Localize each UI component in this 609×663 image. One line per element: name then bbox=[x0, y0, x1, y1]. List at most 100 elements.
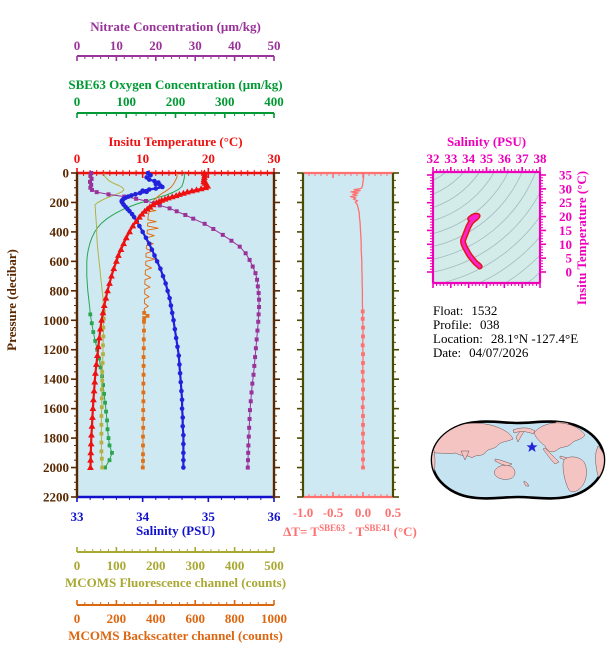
temperature-axis-title: Insitu Temperature (°C) bbox=[108, 134, 242, 149]
metadata-float-value: 1532 bbox=[471, 303, 497, 318]
ts-temperature-axis-right-tick-label: 15 bbox=[559, 223, 573, 238]
metadata-location-value: 28.1°N -127.4°E bbox=[491, 331, 578, 346]
metadata-date: Date: 04/07/2026 bbox=[433, 345, 529, 360]
pressure-axis-left-tick-label: 1000 bbox=[43, 313, 69, 328]
temperature-axis-tick-label: 0 bbox=[74, 151, 81, 166]
delta-t-axis-bottom-tick-label: 0.5 bbox=[385, 505, 402, 520]
temperature-axis-tick-label: 10 bbox=[136, 151, 149, 166]
landmass-australia bbox=[494, 465, 516, 480]
ts-temperature-axis-right-tick-label: 0 bbox=[566, 265, 573, 280]
pressure-axis-left-tick-label: 200 bbox=[50, 195, 70, 210]
landmass-alaska-chain bbox=[512, 427, 536, 435]
ts-temperature-axis-right-tick-label: 30 bbox=[559, 181, 572, 196]
oxygen-axis-tick-label: 400 bbox=[264, 94, 284, 109]
salinity-axis-tick-label: 33 bbox=[71, 509, 85, 524]
backscatter-axis-tick-label: 0 bbox=[74, 611, 81, 626]
nitrate-axis-tick-label: 50 bbox=[268, 38, 281, 53]
delta-t-axis-title: ΔT= TSBE63 - TSBE41 (°C) bbox=[283, 523, 417, 539]
fluorescence-axis-tick-label: 300 bbox=[185, 558, 205, 573]
series-temperature bbox=[87, 169, 212, 470]
pressure-axis-left: 0 200 400 600 800 1000 1200 1400 1600 1800 2000 220… bbox=[43, 166, 79, 505]
delta-t-axis-bottom: -1.0 -0.5 0.0 0.5 bbox=[293, 492, 402, 520]
fluorescence-axis-tick-label: 400 bbox=[225, 558, 245, 573]
backscatter-axis-title: MCOMS Backscatter channel (counts) bbox=[68, 628, 283, 643]
pressure-axis-right bbox=[272, 172, 280, 498]
delta-t-title-sup1: SBE63 bbox=[319, 523, 346, 533]
ts-salinity-axis-top-tick-label: 33 bbox=[444, 151, 458, 166]
salinity-axis-title: Salinity (PSU) bbox=[136, 523, 215, 538]
pressure-axis-left-tick-label: 0 bbox=[63, 166, 70, 181]
oxygen-axis-tick-label: 100 bbox=[117, 94, 137, 109]
metadata-location: Location: 28.1°N -127.4°E bbox=[433, 331, 578, 346]
ts-temperature-axis-right-tick-label: 10 bbox=[559, 237, 572, 252]
delta-t-axis-bottom-tick-label: 0.0 bbox=[355, 505, 371, 520]
fluorescence-axis-tick-label: 100 bbox=[107, 558, 127, 573]
fluorescence-axis-title: MCOMS Fluorescence channel (counts) bbox=[65, 575, 286, 590]
backscatter-axis-tick-label: 1000 bbox=[261, 611, 287, 626]
ts-salinity-axis-title: Salinity (PSU) bbox=[447, 134, 526, 149]
backscatter-axis: 0 200 400 600 800 1000 bbox=[74, 600, 287, 626]
metadata-location-label: Location: bbox=[433, 331, 483, 346]
salinity-axis: 33 34 35 36 bbox=[71, 495, 282, 524]
pressure-axis-left-tick-label: 400 bbox=[50, 224, 70, 239]
metadata-profile-value: 038 bbox=[480, 317, 500, 332]
oxygen-axis-title: SBE63 Oxygen Concentration (μm/kg) bbox=[68, 77, 282, 92]
oxygen-axis-tick-label: 200 bbox=[166, 94, 186, 109]
landmass-eurasia bbox=[432, 423, 514, 459]
pressure-axis-left-tick-label: 1800 bbox=[43, 431, 69, 446]
nitrate-axis-title: Nitrate Concentration (μm/kg) bbox=[90, 19, 261, 34]
metadata-float-label: Float: bbox=[433, 303, 463, 318]
nitrate-axis-tick-label: 40 bbox=[228, 38, 241, 53]
delta-t-title-sup2: SBE41 bbox=[364, 523, 391, 533]
landmass-indonesia bbox=[494, 458, 513, 467]
oxygen-axis-tick-label: 300 bbox=[215, 94, 235, 109]
ts-salinity-axis-top-tick-label: 38 bbox=[534, 151, 548, 166]
series-delta-t bbox=[349, 173, 365, 470]
delta-pressure-axis-right bbox=[391, 172, 399, 498]
ts-salinity-axis-top-tick-label: 37 bbox=[516, 151, 530, 166]
temperature-axis-tick-label: 30 bbox=[268, 151, 281, 166]
landmass-south-america bbox=[562, 456, 587, 493]
delta-t-title-prefix: ΔT= T bbox=[283, 524, 319, 539]
ts-salinity-axis-top: 32 33 34 35 36 37 38 bbox=[427, 151, 548, 174]
delta-t-axis-bottom-tick-label: -0.5 bbox=[323, 505, 344, 520]
fluorescence-axis-tick-label: 500 bbox=[264, 558, 284, 573]
metadata-date-label: Date: bbox=[433, 345, 461, 360]
pressure-axis-left-tick-label: 1200 bbox=[43, 342, 69, 357]
delta-plot-background bbox=[303, 173, 393, 497]
pressure-axis-left-tick-label: 1600 bbox=[43, 401, 69, 416]
ts-salinity-axis-top-tick-label: 35 bbox=[480, 151, 494, 166]
metadata-profile: Profile: 038 bbox=[433, 317, 500, 332]
delta-t-axis-bottom-tick-label: -1.0 bbox=[293, 505, 314, 520]
landmass-north-america bbox=[533, 422, 586, 453]
backscatter-axis-tick-label: 400 bbox=[146, 611, 166, 626]
ts-temperature-axis-right-tick-label: 5 bbox=[566, 251, 573, 266]
delta-pressure-axis-left bbox=[297, 172, 305, 498]
ts-plot-background bbox=[433, 172, 540, 283]
landmass-new-zealand bbox=[523, 480, 530, 487]
temperature-axis-tick-label: 20 bbox=[202, 151, 215, 166]
series-salinity bbox=[119, 170, 186, 470]
nitrate-axis-tick-label: 30 bbox=[189, 38, 202, 53]
salinity-axis-tick-label: 36 bbox=[268, 509, 282, 524]
float-metadata: Float: 1532 Profile: 038 Location: 28.1°N -… bbox=[433, 303, 578, 360]
ts-temperature-axis-title: Insitu Temperature (°C) bbox=[574, 171, 589, 305]
oxygen-axis-tick-label: 0 bbox=[74, 94, 81, 109]
landmass-india bbox=[460, 450, 470, 461]
fluorescence-axis: 0 100 200 300 400 500 bbox=[74, 547, 284, 573]
backscatter-axis-tick-label: 200 bbox=[107, 611, 127, 626]
pressure-axis-left-tick-label: 2000 bbox=[43, 460, 69, 475]
pressure-axis-left-tick-label: 800 bbox=[50, 283, 70, 298]
fluorescence-axis-tick-label: 200 bbox=[146, 558, 166, 573]
metadata-profile-label: Profile: bbox=[433, 317, 472, 332]
backscatter-axis-tick-label: 600 bbox=[185, 611, 205, 626]
delta-t-title-mid: - T bbox=[345, 524, 365, 539]
ts-salinity-axis-bottom bbox=[432, 281, 541, 288]
landmass-central-america bbox=[542, 447, 560, 465]
pressure-axis-title: Pressure (decibar) bbox=[4, 249, 19, 351]
ts-temperature-axis-right-tick-label: 25 bbox=[559, 195, 573, 210]
